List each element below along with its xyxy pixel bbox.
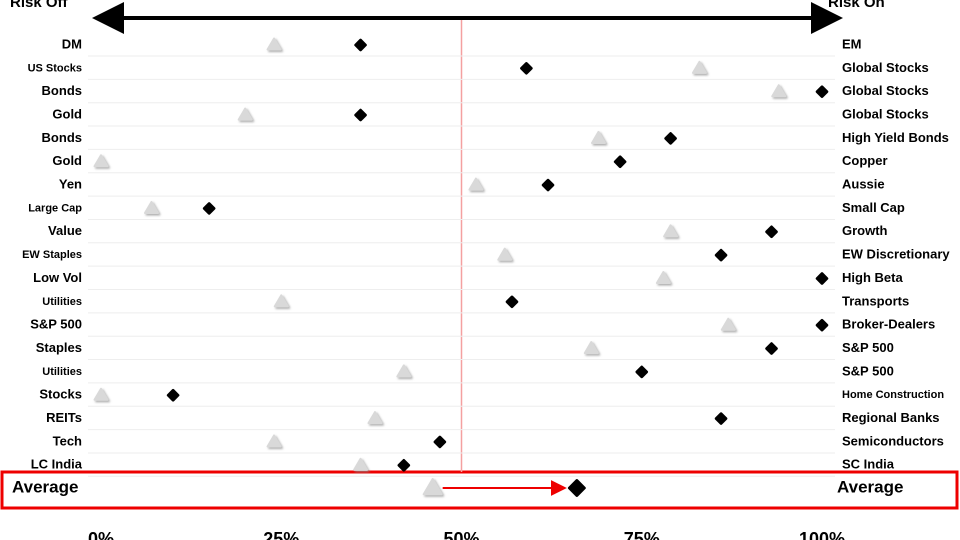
right-label: Aussie (842, 177, 885, 192)
prior-marker (237, 107, 253, 121)
x-tick-label: 75% (624, 529, 660, 540)
right-label: Small Cap (842, 200, 905, 215)
prior-marker (497, 247, 513, 261)
prior-marker (93, 387, 109, 401)
current-marker (765, 342, 778, 355)
right-label: Growth (842, 223, 888, 238)
current-marker (815, 272, 829, 285)
prior-marker (93, 154, 109, 168)
prior-marker (663, 224, 679, 238)
current-marker (613, 155, 627, 169)
prior-marker (720, 317, 736, 331)
left-label: Bonds (42, 83, 82, 98)
right-label: EM (842, 36, 862, 51)
prior-marker (273, 294, 289, 308)
left-label: DM (62, 36, 82, 51)
left-label: Gold (52, 153, 82, 168)
left-label: Utilities (42, 366, 82, 378)
left-label: REITs (46, 410, 82, 425)
right-label: Copper (842, 153, 888, 168)
current-marker (664, 132, 677, 145)
current-marker (541, 178, 555, 192)
current-marker (815, 318, 829, 332)
risk-off-label: Risk Off (10, 0, 69, 11)
right-label: SC India (842, 457, 895, 472)
right-label: Average (837, 477, 903, 496)
right-label: High Beta (842, 270, 903, 285)
current-marker (520, 62, 533, 75)
left-label: EW Staples (22, 249, 82, 261)
right-label: Global Stocks (842, 106, 929, 121)
right-label: S&P 500 (842, 363, 894, 378)
right-label: Transports (842, 293, 909, 308)
left-label: US Stocks (28, 62, 82, 74)
left-label: Utilities (42, 296, 82, 308)
current-marker (354, 38, 367, 52)
prior-marker (691, 60, 707, 74)
current-marker (166, 388, 180, 402)
right-label: Broker-Dealers (842, 317, 935, 332)
left-label: Large Cap (28, 202, 82, 214)
current-marker (505, 295, 519, 309)
right-label: Global Stocks (842, 83, 929, 98)
average-box (0, 470, 959, 510)
prior-marker (771, 84, 787, 98)
right-label: Semiconductors (842, 433, 944, 448)
x-tick-label: 0% (88, 529, 114, 540)
current-marker (567, 479, 586, 497)
current-marker (433, 435, 447, 449)
right-label: High Yield Bonds (842, 130, 949, 145)
prior-marker (367, 411, 383, 425)
prior-marker (590, 130, 606, 144)
current-marker (765, 225, 778, 239)
x-tick-label: 25% (263, 529, 299, 540)
current-marker (202, 202, 216, 215)
left-label: LC India (31, 457, 83, 472)
left-label: Average (12, 477, 78, 496)
left-label: Tech (53, 433, 82, 448)
current-marker (354, 108, 367, 122)
prior-marker (266, 37, 282, 51)
left-label: Gold (52, 106, 82, 121)
left-label: Yen (59, 177, 82, 192)
right-label: Home Construction (842, 389, 944, 401)
current-marker (714, 248, 728, 262)
prior-marker (468, 177, 484, 191)
prior-marker (143, 200, 159, 214)
current-marker (635, 365, 649, 379)
prior-marker (583, 341, 599, 355)
right-label: Global Stocks (842, 60, 929, 75)
right-label: Regional Banks (842, 410, 940, 425)
left-label: Bonds (42, 130, 82, 145)
left-label: Low Vol (33, 270, 82, 285)
right-label: S&P 500 (842, 340, 894, 355)
prior-marker (266, 434, 282, 448)
left-label: Staples (36, 340, 82, 355)
current-marker (714, 412, 728, 425)
left-label: Value (48, 223, 82, 238)
current-marker (815, 85, 829, 98)
prior-marker (422, 478, 443, 496)
left-label: Stocks (39, 387, 82, 402)
left-label: S&P 500 (30, 317, 82, 332)
x-tick-label: 100% (799, 529, 845, 540)
right-label: EW Discretionary (842, 247, 950, 262)
x-tick-label: 50% (443, 529, 479, 540)
prior-marker (353, 457, 369, 471)
prior-marker (655, 271, 671, 285)
current-marker (397, 459, 411, 472)
prior-marker (396, 364, 412, 378)
risk-on-label: Risk On (828, 0, 885, 11)
